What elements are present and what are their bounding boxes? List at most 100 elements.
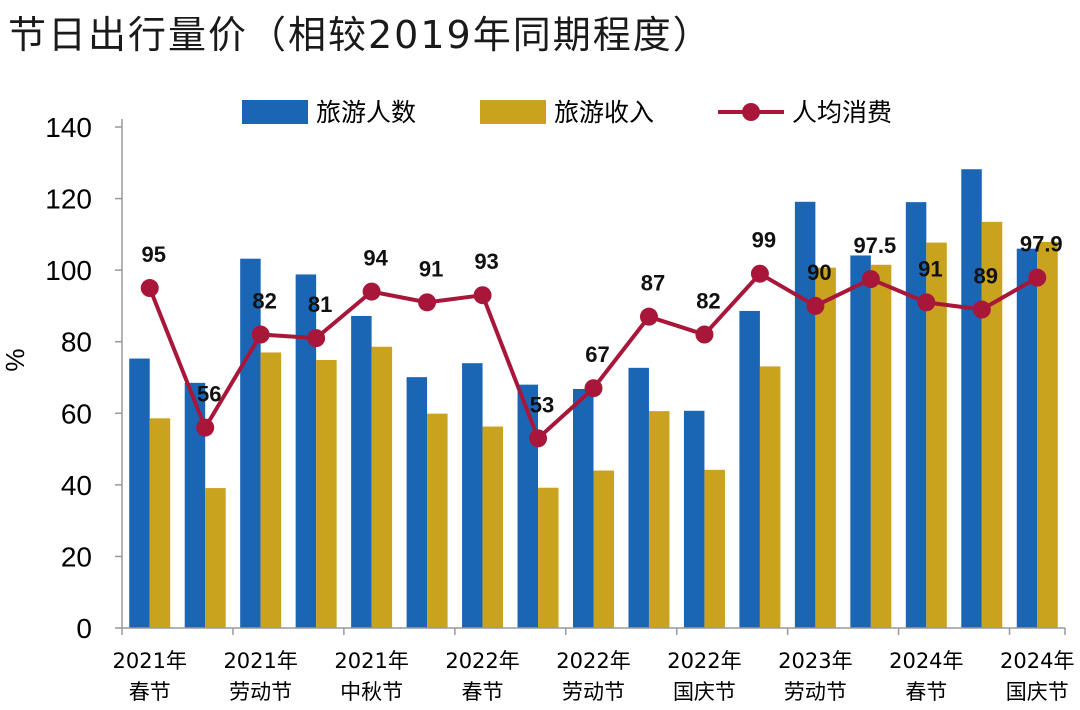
- legend-swatch-revenue: [480, 100, 546, 124]
- y-tick-label: 80: [61, 327, 92, 358]
- x-category-year: 2024年: [1000, 649, 1074, 673]
- point-per-capita: [639, 307, 658, 326]
- point-per-capita: [529, 429, 548, 448]
- data-label-per-capita: 89: [974, 264, 998, 289]
- data-label-per-capita: 56: [197, 382, 221, 407]
- point-per-capita: [140, 279, 159, 298]
- x-category-year: 2021年: [223, 649, 297, 673]
- legend-label-visitors: 旅游人数: [316, 98, 416, 127]
- bar-visitors: [517, 384, 539, 628]
- point-per-capita: [362, 282, 381, 301]
- data-label-per-capita: 67: [585, 342, 609, 367]
- point-per-capita: [307, 329, 326, 348]
- bar-revenue: [371, 346, 393, 628]
- bar-revenue: [926, 242, 947, 628]
- point-per-capita: [695, 325, 714, 344]
- point-per-capita: [584, 379, 603, 398]
- bar-visitors: [351, 315, 372, 628]
- data-label-per-capita: 87: [641, 271, 665, 296]
- x-category-year: 2022年: [445, 649, 519, 673]
- y-tick-label: 40: [61, 470, 92, 501]
- point-per-capita: [861, 270, 880, 289]
- bar-revenue: [981, 221, 1003, 628]
- data-label-per-capita: 97.5: [853, 233, 896, 258]
- point-per-capita: [418, 293, 437, 312]
- data-label-per-capita: 95: [141, 242, 165, 267]
- x-category-name: 劳动节: [562, 680, 625, 704]
- y-tick-label: 140: [45, 112, 92, 143]
- x-category-year: 2021年: [334, 649, 408, 673]
- point-per-capita: [750, 264, 769, 283]
- y-tick-label: 0: [76, 613, 92, 644]
- legend-swatch-visitors: [242, 100, 308, 124]
- bar-revenue: [759, 366, 781, 628]
- bar-revenue: [482, 426, 504, 628]
- legend-label-revenue: 旅游收入: [554, 98, 654, 127]
- x-category-name: 春节: [129, 680, 171, 704]
- data-label-per-capita: 97.9: [1020, 232, 1063, 257]
- y-axis-label: %: [0, 348, 30, 371]
- bar-revenue: [870, 264, 892, 628]
- bar-revenue: [316, 359, 337, 628]
- data-label-per-capita: 93: [474, 249, 498, 274]
- x-category-name: 国庆节: [1006, 680, 1069, 704]
- bar-visitors: [573, 388, 594, 628]
- data-label-per-capita: 81: [308, 292, 332, 317]
- bar-visitors: [295, 274, 317, 628]
- point-per-capita: [251, 325, 270, 344]
- y-tick-label: 20: [61, 541, 92, 572]
- x-category-year: 2023年: [778, 649, 852, 673]
- bar-visitors: [628, 367, 649, 628]
- bar-visitors: [462, 363, 483, 628]
- bar-visitors: [850, 255, 871, 629]
- bar-revenue: [260, 352, 282, 628]
- bar-revenue: [427, 413, 448, 628]
- bar-visitors: [961, 169, 982, 628]
- x-category-year: 2022年: [667, 649, 741, 673]
- y-tick-label: 120: [45, 184, 92, 215]
- legend-marker-per-capita: [742, 103, 760, 121]
- x-category-name: 劳动节: [784, 680, 847, 704]
- data-label-per-capita: 91: [419, 256, 443, 281]
- y-tick-label: 60: [61, 398, 92, 429]
- bar-visitors: [129, 358, 150, 628]
- bar-revenue: [593, 470, 614, 628]
- bar-revenue: [205, 488, 226, 628]
- point-per-capita: [972, 300, 991, 319]
- point-per-capita: [1028, 268, 1047, 287]
- data-label-per-capita: 94: [363, 246, 388, 271]
- data-label-per-capita: 53: [530, 392, 554, 417]
- data-label-per-capita: 90: [807, 260, 831, 285]
- x-category-name: 春节: [462, 680, 504, 704]
- bar-visitors: [739, 310, 760, 628]
- x-category-name: 中秋节: [340, 680, 403, 704]
- chart-title: 节日出行量价（相较2019年同期程度）: [8, 13, 713, 57]
- bar-revenue: [704, 469, 725, 628]
- bar-revenue: [149, 418, 171, 628]
- data-label-per-capita: 82: [252, 289, 276, 314]
- point-per-capita: [196, 418, 215, 437]
- data-label-per-capita: 99: [752, 228, 776, 253]
- point-per-capita: [806, 296, 825, 315]
- x-category-year: 2022年: [556, 649, 630, 673]
- bar-visitors: [406, 377, 428, 628]
- bar-revenue: [1037, 241, 1058, 629]
- data-label-per-capita: 82: [696, 289, 720, 314]
- bar-revenue: [538, 487, 559, 628]
- x-category-year: 2024年: [889, 649, 963, 673]
- x-category-year: 2021年: [113, 649, 187, 673]
- bar-visitors: [184, 382, 206, 628]
- bar-visitors: [1016, 248, 1038, 628]
- legend-label-per-capita: 人均消费: [792, 98, 892, 127]
- y-tick-label: 100: [45, 255, 92, 286]
- bar-visitors: [683, 410, 705, 628]
- x-category-name: 国庆节: [673, 680, 736, 704]
- point-per-capita: [917, 293, 936, 312]
- data-label-per-capita: 91: [918, 256, 942, 281]
- bar-visitors: [240, 258, 261, 628]
- point-per-capita: [473, 286, 492, 305]
- x-category-name: 春节: [905, 680, 947, 704]
- x-category-name: 劳动节: [229, 680, 292, 704]
- bar-revenue: [648, 411, 670, 628]
